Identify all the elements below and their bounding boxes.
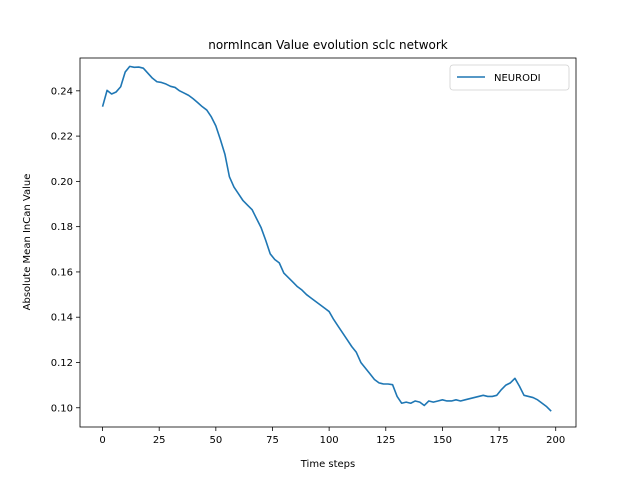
x-tick-label: 0 — [99, 435, 105, 446]
y-tick-label: 0.18 — [51, 222, 73, 233]
x-tick-label: 200 — [546, 435, 565, 446]
y-tick-label: 0.24 — [51, 86, 73, 97]
axes-frame — [79, 57, 577, 428]
y-tick-label: 0.10 — [51, 403, 73, 414]
x-tick-label: 175 — [490, 435, 509, 446]
x-axis-label: Time steps — [300, 459, 356, 470]
chart-title: normIncan Value evolution sclc network — [208, 38, 448, 52]
y-axis: 0.10 0.12 0.14 0.16 0.18 0.20 0.22 0.24 — [51, 86, 80, 414]
x-tick-label: 150 — [433, 435, 452, 446]
y-tick-label: 0.14 — [51, 313, 73, 324]
series-line — [101, 65, 552, 412]
x-tick-label: 25 — [153, 435, 166, 446]
x-tick-label: 75 — [266, 435, 279, 446]
y-axis-label: Absolute Mean InCan Value — [22, 174, 33, 311]
x-tick-label: 50 — [209, 435, 222, 446]
y-tick-label: 0.22 — [51, 132, 73, 143]
y-tick-label: 0.20 — [51, 177, 73, 188]
legend-box — [449, 64, 570, 91]
x-axis: 0 25 50 75 100 125 150 175 200 — [99, 427, 565, 446]
plot-area — [101, 65, 552, 412]
y-tick-label: 0.12 — [51, 358, 73, 369]
x-tick-label: 125 — [376, 435, 395, 446]
legend: NEURODI — [449, 64, 570, 91]
y-tick-label: 0.16 — [51, 267, 73, 278]
x-tick-label: 100 — [320, 435, 339, 446]
legend-label: NEURODI — [494, 73, 541, 84]
